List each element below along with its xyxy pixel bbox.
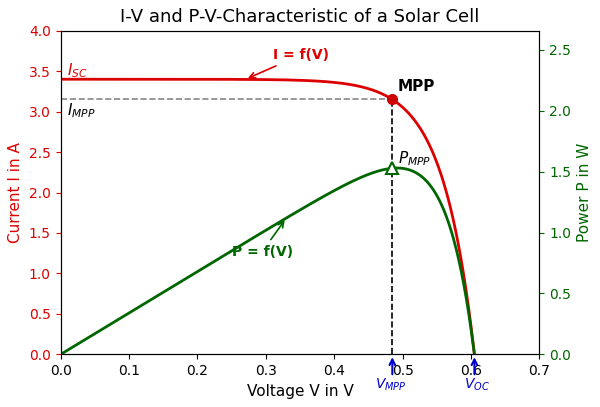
Text: $I_{MPP}$: $I_{MPP}$ <box>67 102 96 120</box>
Text: I = f(V): I = f(V) <box>250 48 329 78</box>
Text: $V_{MPP}$: $V_{MPP}$ <box>375 376 407 393</box>
Text: MPP: MPP <box>398 79 435 94</box>
Text: $V_{OC}$: $V_{OC}$ <box>464 376 490 393</box>
Text: $P_{MPP}$: $P_{MPP}$ <box>398 149 431 168</box>
Y-axis label: Current I in A: Current I in A <box>8 142 23 243</box>
Title: I-V and P-V-Characteristic of a Solar Cell: I-V and P-V-Characteristic of a Solar Ce… <box>121 8 479 26</box>
Text: $I_{SC}$: $I_{SC}$ <box>67 61 88 80</box>
Y-axis label: Power P in W: Power P in W <box>577 143 592 242</box>
X-axis label: Voltage V in V: Voltage V in V <box>247 384 353 399</box>
Text: P = f(V): P = f(V) <box>232 222 293 259</box>
